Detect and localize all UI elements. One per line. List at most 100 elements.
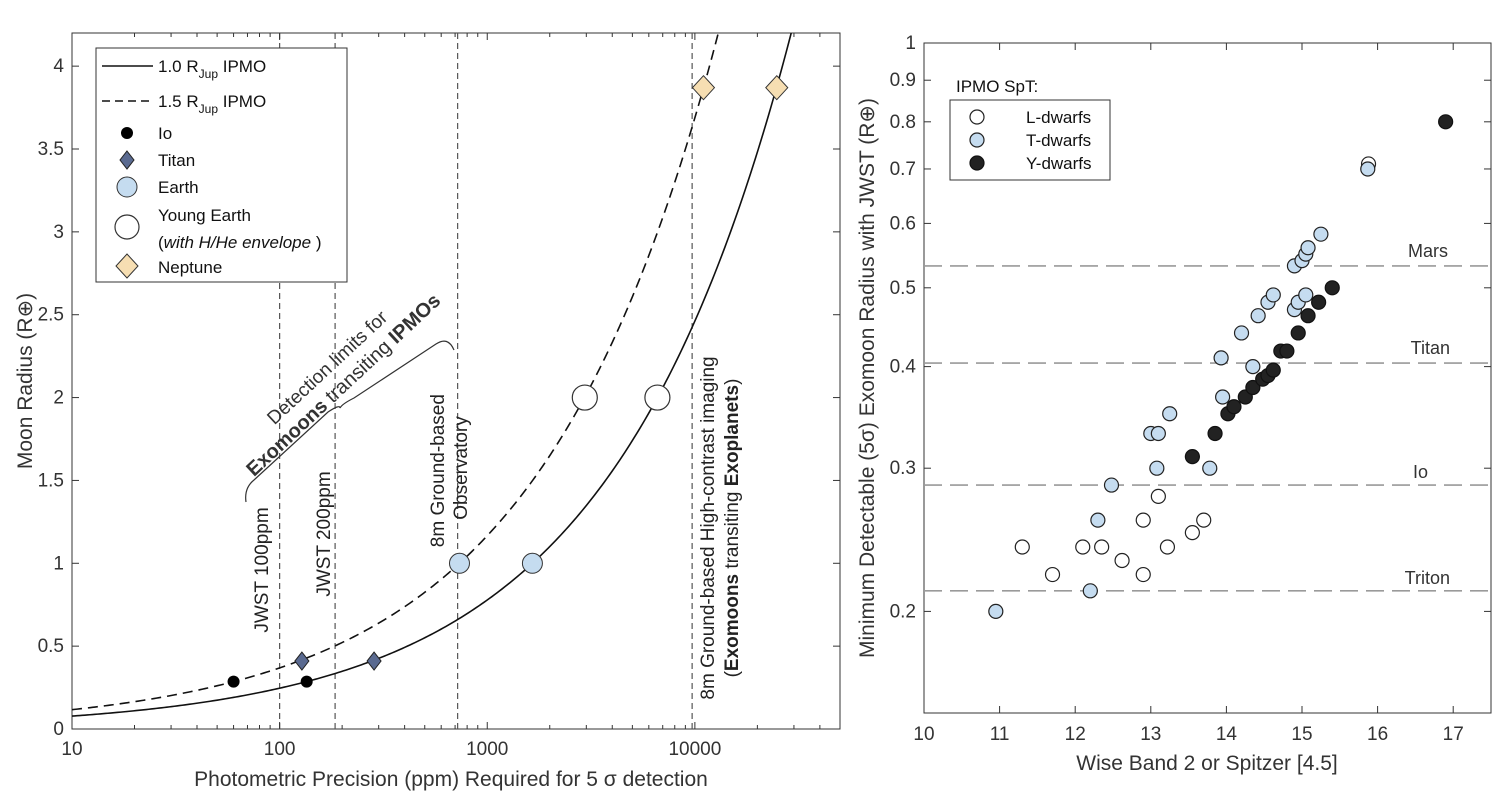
- detection-limits-brace: [245, 340, 455, 503]
- left-x-tick-label-10000: 10000: [668, 739, 721, 760]
- point-y-dwarfs: [1226, 399, 1242, 415]
- right-x-tick-label-17: 17: [1443, 724, 1464, 745]
- legend-label-l-dwarfs: L-dwarfs: [1026, 108, 1091, 127]
- right-chart: 10 11 12 13 14 15 16 17 0.2 0.3 0.4 0.5 0.6 0.7 0.8 0.…: [856, 33, 1492, 775]
- point-earth: [521, 552, 543, 574]
- point-titan: [294, 651, 310, 671]
- left-y-tick-label-4: 4: [53, 56, 64, 77]
- right-x-tick-label-14: 14: [1216, 724, 1238, 745]
- left-y-tick-label-3.5: 3.5: [38, 139, 64, 160]
- legend-earth-marker: [116, 176, 138, 198]
- point-t-dwarfs: [1213, 350, 1229, 366]
- legend-young-earth-marker: [114, 214, 140, 240]
- point-t-dwarfs: [988, 603, 1004, 620]
- left-chart: 10 100 1000 10000 0 0.5 1 1.5 2 2.5 3 3.5 4 Photome…: [14, 32, 841, 791]
- point-t-dwarfs: [1162, 406, 1178, 422]
- point-l-dwarfs: [1075, 539, 1091, 555]
- point-t-dwarfs: [1149, 460, 1165, 476]
- left-legend: 1.0 RJup IPMO 1.5 RJup IPMO Io Titan Ear…: [95, 47, 348, 283]
- point-l-dwarfs: [1196, 512, 1212, 528]
- point-t-dwarfs: [1082, 583, 1098, 599]
- right-y-tick-label-0.7: 0.7: [890, 159, 916, 180]
- legend-y-dwarfs-marker: [969, 155, 985, 171]
- point-t-dwarfs: [1298, 287, 1314, 303]
- right-x-axis-label: Wise Band 2 or Spitzer [4.5]: [1076, 752, 1337, 775]
- left-y-tick-label-0.5: 0.5: [38, 636, 64, 657]
- vline-label-high-contrast-line2: (Exomoons transiting Exoplanets): [722, 379, 743, 678]
- point-t-dwarfs: [1300, 240, 1316, 256]
- point-io: [300, 675, 313, 688]
- point-t-dwarfs: [1215, 389, 1231, 405]
- vline-label-jwst-200: JWST 200ppm: [314, 471, 335, 596]
- point-l-dwarfs: [1135, 566, 1151, 583]
- point-y-dwarfs: [1311, 294, 1327, 310]
- left-y-tick-label-2: 2: [53, 388, 64, 409]
- left-x-axis-label: Photometric Precision (ppm) Required for…: [194, 768, 708, 791]
- right-x-tick-label-10: 10: [913, 724, 934, 745]
- point-l-dwarfs: [1159, 539, 1176, 555]
- right-y-axis-label: Minimum Detectable (5σ) Exomoon Radius w…: [856, 98, 879, 658]
- point-l-dwarfs: [1135, 512, 1151, 528]
- vline-label-ground-8m: 8m Ground-based Observatory: [428, 389, 472, 547]
- left-x-tick-label-10: 10: [61, 739, 82, 760]
- left-y-tick-label-3: 3: [53, 222, 64, 243]
- legend-label-solid: 1.0 RJup IPMO: [158, 57, 266, 81]
- point-t-dwarfs: [1245, 359, 1261, 375]
- right-y-tick-label-0.3: 0.3: [890, 458, 916, 479]
- point-y-dwarfs: [1184, 449, 1200, 465]
- legend-label-young-earth-line2: (with H/He envelope ): [158, 233, 321, 252]
- vline-label-jwst-100: JWST 100ppm: [252, 507, 273, 632]
- point-l-dwarfs: [1184, 524, 1200, 541]
- left-legend-box: [95, 47, 348, 283]
- right-x-tick-label-13: 13: [1140, 724, 1161, 745]
- right-legend: IPMO SpT: L-dwarfs T-dwarfs Y-dwarfs: [949, 77, 1111, 181]
- left-y-tick-label-1: 1: [53, 553, 64, 574]
- point-y-dwarfs: [1265, 362, 1281, 378]
- point-io: [227, 675, 240, 688]
- point-y-dwarfs: [1279, 343, 1295, 359]
- right-legend-title: IPMO SpT:: [956, 77, 1038, 96]
- point-t-dwarfs: [1150, 425, 1166, 442]
- point-y-dwarfs: [1438, 114, 1454, 130]
- legend-label-t-dwarfs: T-dwarfs: [1026, 131, 1091, 150]
- vline-label-high-contrast: 8m Ground-based High-contrast imaging: [698, 356, 719, 699]
- legend-io-marker: [121, 127, 133, 139]
- point-earth: [448, 552, 470, 574]
- right-x-tick-label-15: 15: [1291, 724, 1312, 745]
- legend-label-io: Io: [158, 124, 172, 143]
- legend-t-dwarfs-marker: [969, 132, 985, 148]
- point-l-dwarfs: [1044, 566, 1061, 583]
- right-x-tick-label-16: 16: [1367, 724, 1388, 745]
- legend-label-neptune: Neptune: [158, 258, 222, 277]
- point-t-dwarfs: [1265, 287, 1281, 303]
- left-x-tick-label-100: 100: [264, 739, 296, 760]
- curve-1-0-r-jup-ipmo: [72, 33, 793, 717]
- legend-l-dwarfs-marker: [969, 109, 985, 125]
- left-y-axis-label: Moon Radius (R⊕): [14, 293, 37, 469]
- legend-label-titan: Titan: [158, 151, 195, 170]
- point-t-dwarfs: [1250, 308, 1266, 324]
- point-young-earth: [644, 384, 671, 411]
- point-neptune: [691, 74, 716, 101]
- left-y-tick-label-2.5: 2.5: [38, 305, 64, 326]
- point-y-dwarfs: [1300, 308, 1316, 324]
- point-y-dwarfs: [1324, 280, 1340, 296]
- refline-label-titan: Titan: [1411, 338, 1450, 358]
- point-y-dwarfs: [1245, 379, 1261, 396]
- point-l-dwarfs: [1094, 539, 1110, 555]
- refline-label-io: Io: [1413, 462, 1428, 482]
- point-l-dwarfs: [1014, 539, 1030, 555]
- point-t-dwarfs: [1103, 477, 1120, 493]
- point-t-dwarfs: [1090, 512, 1106, 528]
- point-l-dwarfs: [1150, 488, 1166, 504]
- point-neptune: [765, 74, 789, 101]
- right-y-tick-label-0.6: 0.6: [890, 213, 916, 234]
- right-x-tick-label-12: 12: [1065, 724, 1086, 745]
- right-x-tick-label-11: 11: [990, 724, 1010, 745]
- point-titan: [366, 651, 382, 671]
- right-y-tick-label-1: 1: [905, 33, 916, 54]
- refline-label-triton: Triton: [1405, 568, 1450, 588]
- legend-label-young-earth: Young Earth: [158, 206, 251, 225]
- right-y-tick-label-0.5: 0.5: [890, 278, 916, 299]
